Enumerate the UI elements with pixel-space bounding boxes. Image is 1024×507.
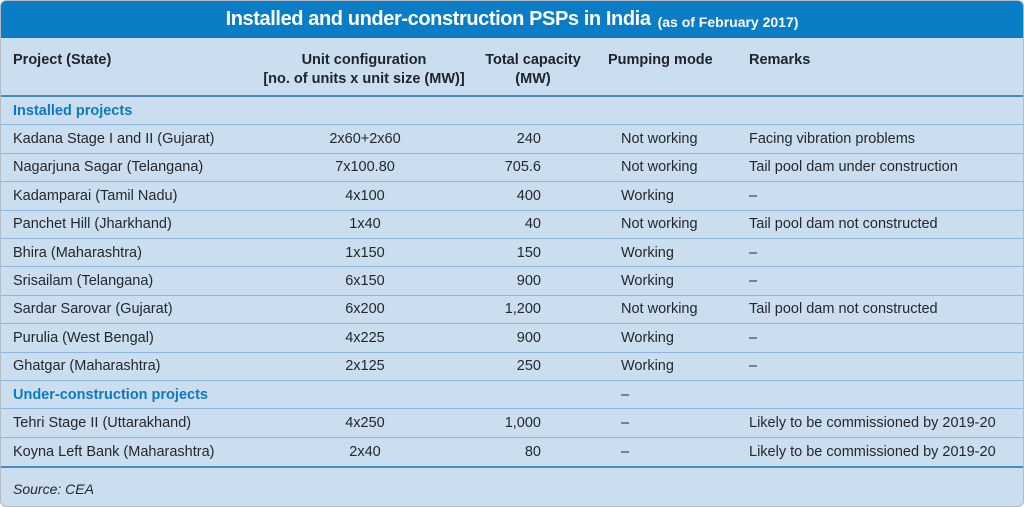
cell-unit-configuration: 6x150 bbox=[345, 273, 385, 290]
cell-total-capacity: 240 bbox=[516, 131, 541, 148]
column-header-pumping-mode: Pumping mode bbox=[608, 52, 713, 68]
table-title-suffix: (as of February 2017) bbox=[657, 13, 799, 30]
cell-project: Panchet Hill (Jharkhand) bbox=[13, 216, 172, 233]
cell-remarks: Tail pool dam not constructed bbox=[749, 216, 938, 233]
cell-pumping-mode: Working bbox=[621, 273, 674, 290]
cell-project: Srisailam (Telangana) bbox=[13, 273, 154, 290]
cell-project: Tehri Stage II (Uttarakhand) bbox=[13, 414, 192, 431]
cell-remarks: – bbox=[749, 358, 758, 375]
table-row: Srisailam (Telangana) 6x150 900 Working … bbox=[1, 267, 1023, 296]
cell-pumping-mode: – bbox=[621, 443, 630, 460]
cell-pumping-mode: Not working bbox=[621, 159, 698, 176]
table-row: Ghatgar (Maharashtra) 2x125 250 Working … bbox=[1, 353, 1023, 381]
cell-remarks: Likely to be commissioned by 2019-20 bbox=[749, 414, 996, 431]
column-header-total-capacity: Total capacity (MW) bbox=[485, 51, 581, 89]
cell-unit-configuration: 2x125 bbox=[345, 358, 385, 375]
cell-unit-configuration: 6x200 bbox=[345, 301, 385, 318]
cell-project: Bhira (Maharashtra) bbox=[13, 244, 142, 261]
table-row: Purulia (West Bengal) 4x225 900 Working … bbox=[1, 324, 1023, 353]
section-label: Installed projects bbox=[13, 102, 133, 119]
cell-pumping-mode: Not working bbox=[621, 131, 698, 148]
section-header-row: Installed projects bbox=[1, 97, 1023, 126]
cell-unit-configuration: 1x40 bbox=[349, 216, 381, 233]
cell-total-capacity: 80 bbox=[524, 443, 541, 460]
cell-unit-configuration: 7x100.80 bbox=[335, 159, 395, 176]
section-header-row: Under-construction projects – bbox=[1, 381, 1023, 410]
cell-remarks: Tail pool dam under construction bbox=[749, 159, 958, 176]
table-row: Bhira (Maharashtra) 1x150 150 Working – bbox=[1, 239, 1023, 268]
source-area: Source: CEA bbox=[1, 468, 1023, 499]
cell-total-capacity: 400 bbox=[516, 187, 541, 204]
cell-project: Sardar Sarovar (Gujarat) bbox=[13, 301, 173, 318]
cell-project: Koyna Left Bank (Maharashtra) bbox=[13, 443, 215, 460]
cell-remarks: Likely to be commissioned by 2019-20 bbox=[749, 443, 996, 460]
table-row: Koyna Left Bank (Maharashtra) 2x40 80 – … bbox=[1, 438, 1023, 466]
cell-remarks: Tail pool dam not constructed bbox=[749, 301, 938, 318]
column-header-remarks: Remarks bbox=[749, 52, 811, 68]
source-note: Source: CEA bbox=[13, 481, 94, 498]
table-row: Tehri Stage II (Uttarakhand) 4x250 1,000… bbox=[1, 409, 1023, 438]
column-header-total-capacity-sub: (MW) bbox=[515, 71, 551, 88]
cell-project: Kadamparai (Tamil Nadu) bbox=[13, 187, 178, 204]
cell-pumping-mode: Working bbox=[621, 187, 674, 204]
section-label: Under-construction projects bbox=[13, 386, 208, 403]
cell-total-capacity: 150 bbox=[516, 244, 541, 261]
cell-pumping-mode: Not working bbox=[621, 216, 698, 233]
column-header-unit-configuration-label: Unit configuration bbox=[301, 52, 427, 68]
column-header-project: Project (State) bbox=[13, 52, 112, 68]
cell-total-capacity: 900 bbox=[516, 273, 541, 290]
cell-total-capacity: 900 bbox=[516, 329, 541, 346]
cell-total-capacity: 1,200 bbox=[504, 301, 541, 318]
cell-unit-configuration: 2x60+2x60 bbox=[329, 131, 401, 148]
section-pumping-mode-cell: – bbox=[621, 386, 630, 403]
cell-total-capacity: 1,000 bbox=[504, 414, 541, 431]
cell-unit-configuration: 1x150 bbox=[345, 244, 385, 261]
cell-remarks: – bbox=[749, 329, 758, 346]
column-header-unit-configuration: Unit configuration [no. of units x unit … bbox=[263, 51, 464, 89]
cell-remarks: – bbox=[749, 244, 758, 261]
table-header-row: Project (State) Unit configuration [no. … bbox=[1, 38, 1023, 97]
table-row: Panchet Hill (Jharkhand) 1x40 40 Not wor… bbox=[1, 211, 1023, 239]
cell-total-capacity: 250 bbox=[516, 358, 541, 375]
cell-unit-configuration: 4x225 bbox=[345, 329, 385, 346]
cell-remarks: – bbox=[749, 187, 758, 204]
cell-remarks: Facing vibration problems bbox=[749, 131, 916, 148]
cell-project: Nagarjuna Sagar (Telangana) bbox=[13, 159, 204, 176]
cell-pumping-mode: Working bbox=[621, 244, 674, 261]
table-row: Kadamparai (Tamil Nadu) 4x100 400 Workin… bbox=[1, 182, 1023, 211]
cell-project: Kadana Stage I and II (Gujarat) bbox=[13, 131, 215, 148]
cell-pumping-mode: Working bbox=[621, 358, 674, 375]
cell-pumping-mode: Not working bbox=[621, 301, 698, 318]
cell-unit-configuration: 2x40 bbox=[349, 443, 381, 460]
cell-remarks: – bbox=[749, 273, 758, 290]
cell-unit-configuration: 4x250 bbox=[345, 414, 385, 431]
cell-project: Purulia (West Bengal) bbox=[13, 329, 154, 346]
cell-project: Ghatgar (Maharashtra) bbox=[13, 358, 161, 375]
cell-pumping-mode: – bbox=[621, 414, 630, 431]
column-header-unit-configuration-sub: [no. of units x unit size (MW)] bbox=[263, 71, 465, 88]
table-body: Installed projects Kadana Stage I and II… bbox=[1, 97, 1023, 469]
cell-total-capacity: 40 bbox=[524, 216, 541, 233]
cell-unit-configuration: 4x100 bbox=[345, 187, 385, 204]
table-row: Nagarjuna Sagar (Telangana) 7x100.80 705… bbox=[1, 154, 1023, 183]
table-title-bar: Installed and under-construction PSPs in… bbox=[1, 1, 1023, 38]
column-header-total-capacity-label: Total capacity bbox=[485, 52, 581, 68]
table-row: Sardar Sarovar (Gujarat) 6x200 1,200 Not… bbox=[1, 296, 1023, 325]
cell-total-capacity: 705.6 bbox=[504, 159, 541, 176]
table-row: Kadana Stage I and II (Gujarat) 2x60+2x6… bbox=[1, 125, 1023, 154]
cell-pumping-mode: Working bbox=[621, 329, 674, 346]
table-title: Installed and under-construction PSPs in… bbox=[225, 8, 651, 30]
